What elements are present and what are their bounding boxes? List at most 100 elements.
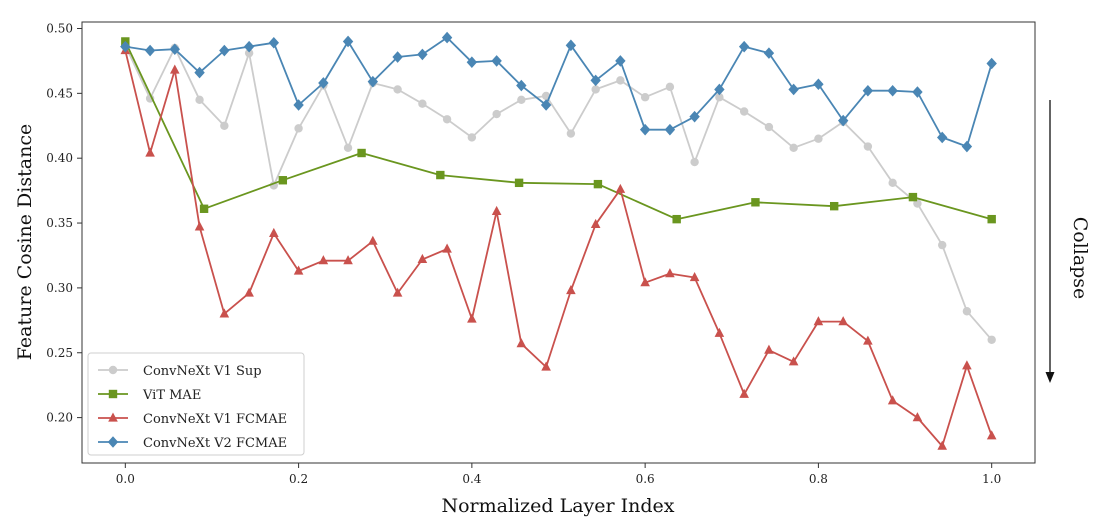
data-point-convnext-v1-sup [913,199,922,208]
data-point-convnext-v1-sup [764,122,774,132]
series-convnext-v1-sup [121,41,996,344]
data-point-convnext-v1-fcmae [417,253,428,263]
legend-swatch-marker [108,365,118,375]
data-point-convnext-v1-fcmae [689,272,700,282]
data-point-convnext-v1-sup [343,143,353,153]
data-point-convnext-v1-fcmae [219,308,230,318]
series-vit-mae [121,37,996,224]
data-point-convnext-v1-sup [220,121,229,130]
plot-frame [81,21,1036,464]
data-point-convnext-v2-fcmae [417,48,428,61]
data-point-convnext-v1-fcmae [887,395,898,405]
x-axis-label: Normalized Layer Index [441,495,674,517]
y-tick-label: 0.25 [46,346,73,360]
data-point-convnext-v2-fcmae [763,47,775,59]
x-tick-label: 0.4 [462,472,481,486]
legend-item-convnext-v2-fcmae: ConvNeXt V2 FCMAE [98,436,287,451]
x-tick-label: 1.0 [982,472,1001,486]
data-point-vit-mae [593,179,603,189]
series-layer [120,31,997,450]
data-point-convnext-v1-sup [814,134,823,143]
legend-label: ViT MAE [142,388,201,403]
data-point-convnext-v2-fcmae [540,99,552,111]
x-axis: 0.0 0.2 0.4 0.6 0.8 1.0 [116,463,1001,486]
data-point-convnext-v2-fcmae [491,55,502,67]
y-tick-label: 0.30 [46,281,73,295]
legend-swatch-marker [107,436,119,448]
x-tick-label: 0.6 [636,472,655,486]
data-point-convnext-v1-fcmae [986,430,997,440]
data-point-convnext-v2-fcmae [342,35,354,48]
data-point-convnext-v2-fcmae [615,55,626,67]
y-tick-label: 0.35 [46,216,73,230]
y-axis: 0.20 0.25 0.30 0.35 0.40 0.45 0.50 [46,21,82,425]
legend-label: ConvNeXt V1 FCMAE [143,412,287,427]
data-point-convnext-v1-fcmae [838,316,848,326]
data-point-convnext-v1-sup [418,99,427,108]
data-point-convnext-v1-fcmae [541,361,551,371]
data-point-convnext-v1-fcmae [491,205,502,215]
x-tick-label: 0.8 [809,472,828,486]
data-point-convnext-v2-fcmae [169,43,180,56]
data-point-convnext-v1-sup [888,178,897,188]
data-point-convnext-v2-fcmae [318,77,329,89]
data-point-convnext-v1-sup [739,107,749,116]
data-point-convnext-v1-fcmae [764,344,774,354]
data-point-convnext-v1-sup [938,240,947,250]
data-point-vit-mae [199,204,209,213]
data-point-convnext-v1-sup [715,93,724,102]
data-point-convnext-v1-fcmae [244,287,254,297]
data-point-convnext-v2-fcmae [441,31,453,44]
data-point-convnext-v2-fcmae [912,86,923,98]
data-point-convnext-v2-fcmae [862,84,874,97]
series-line-convnext-v2-fcmae [125,36,993,148]
data-point-convnext-v1-sup [393,85,402,94]
data-point-convnext-v1-fcmae [194,221,205,231]
data-point-convnext-v2-fcmae [367,75,379,88]
legend-box [87,352,305,456]
data-point-convnext-v1-fcmae [590,218,601,228]
data-point-convnext-v1-sup [517,95,526,105]
data-point-convnext-v1-sup [442,115,452,124]
data-point-convnext-v1-fcmae [788,356,799,366]
data-point-convnext-v1-fcmae [615,183,626,193]
data-point-convnext-v2-fcmae [788,83,799,96]
data-point-convnext-v1-fcmae [516,338,527,348]
y-tick-label: 0.45 [46,86,73,100]
data-point-convnext-v1-fcmae [269,227,279,238]
data-point-convnext-v2-fcmae [887,84,898,97]
data-point-convnext-v2-fcmae [961,140,973,153]
data-point-convnext-v1-sup [616,76,625,85]
data-point-convnext-v1-sup [640,93,650,102]
data-point-convnext-v1-fcmae [145,147,155,157]
data-point-convnext-v1-fcmae [368,235,378,245]
data-point-convnext-v1-fcmae [813,316,824,326]
data-point-convnext-v1-fcmae [169,64,180,74]
data-point-convnext-v1-fcmae [714,327,725,337]
collapse-label: Collapse [1069,217,1091,300]
series-convnext-v1-fcmae [120,45,997,450]
series-line-vit-mae [124,41,992,221]
data-point-convnext-v2-fcmae [194,66,205,79]
data-point-convnext-v1-sup [195,95,204,105]
data-point-convnext-v2-fcmae [219,44,230,57]
data-point-vit-mae [514,178,524,188]
data-point-convnext-v1-sup [863,142,873,151]
data-point-convnext-v2-fcmae [144,44,156,57]
data-point-convnext-v1-sup [962,307,972,316]
series-line-convnext-v1-sup [124,44,993,341]
data-point-convnext-v1-sup [467,133,477,142]
data-point-convnext-v2-fcmae [466,56,478,69]
legend-swatch-marker [108,389,118,399]
y-tick-label: 0.40 [46,151,73,165]
data-point-convnext-v2-fcmae [268,36,280,49]
data-point-convnext-v2-fcmae [738,40,750,53]
data-point-convnext-v1-fcmae [912,412,923,422]
data-point-convnext-v2-fcmae [664,123,676,136]
x-tick-label: 0.2 [289,472,308,486]
legend-item-vit-mae: ViT MAE [98,388,201,403]
data-point-convnext-v1-sup [690,157,699,167]
data-point-vit-mae [987,214,996,224]
data-point-convnext-v1-fcmae [640,277,650,287]
